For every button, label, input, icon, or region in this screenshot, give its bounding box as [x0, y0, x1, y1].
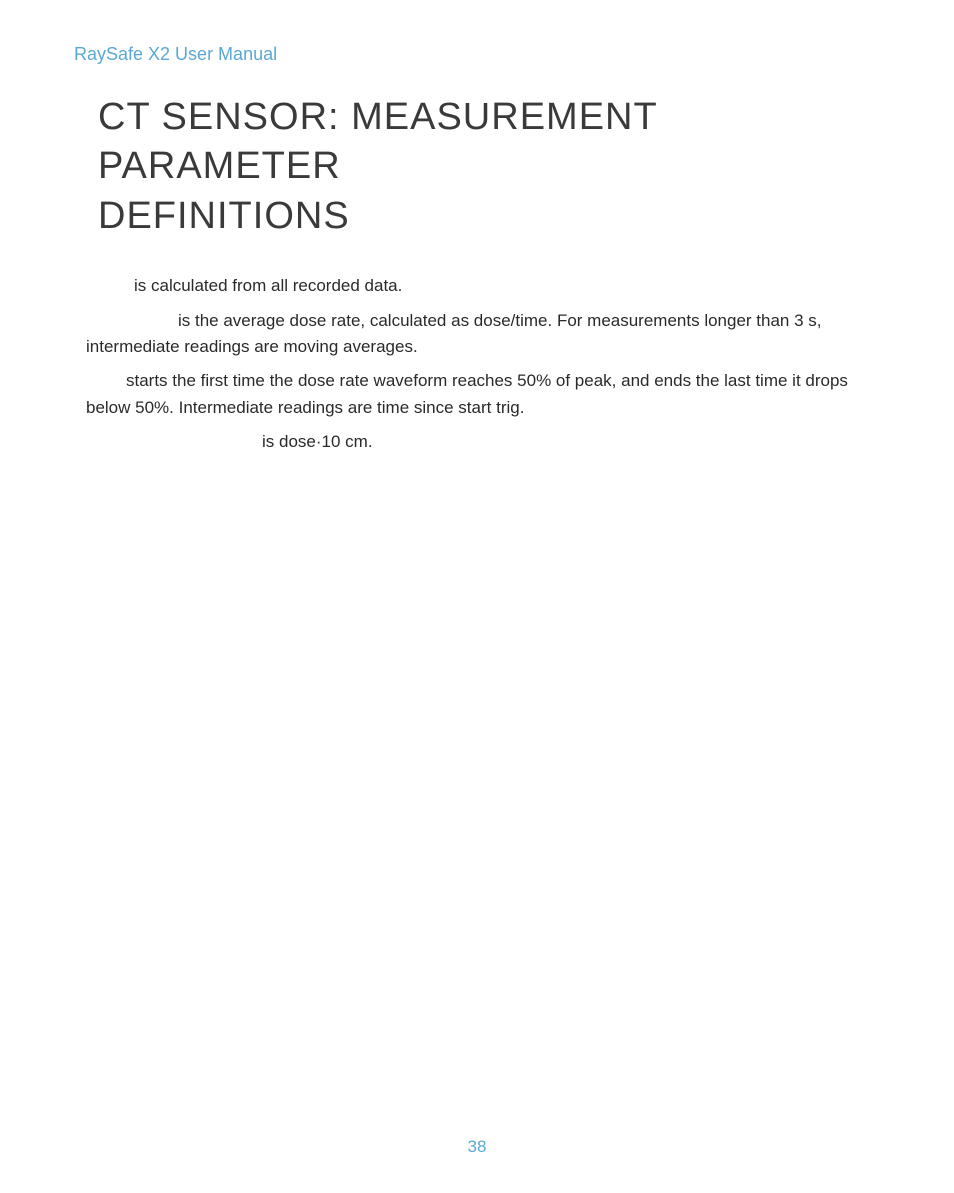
- p2-text: is the average dose rate, calculated as …: [86, 311, 822, 356]
- header-manual-title: RaySafe X2 User Manual: [74, 44, 884, 65]
- p4-text: is dose·10 cm.: [262, 432, 373, 451]
- paragraph-time: starts the first time the dose rate wave…: [86, 368, 884, 421]
- body-content: is calculated from all recorded data. is…: [86, 273, 884, 455]
- paragraph-dlp: is dose·10 cm.: [86, 429, 884, 455]
- page-title: CT SENSOR: MEASUREMENT PARAMETER DEFINIT…: [98, 93, 884, 241]
- paragraph-dose: is calculated from all recorded data.: [86, 273, 884, 299]
- p1-text: is calculated from all recorded data.: [134, 276, 402, 295]
- page-number: 38: [0, 1137, 954, 1157]
- p3-text: starts the first time the dose rate wave…: [86, 371, 848, 416]
- paragraph-dose-rate: is the average dose rate, calculated as …: [86, 308, 884, 361]
- title-line-1: CT SENSOR: MEASUREMENT PARAMETER: [98, 96, 657, 187]
- title-line-2: DEFINITIONS: [98, 195, 350, 237]
